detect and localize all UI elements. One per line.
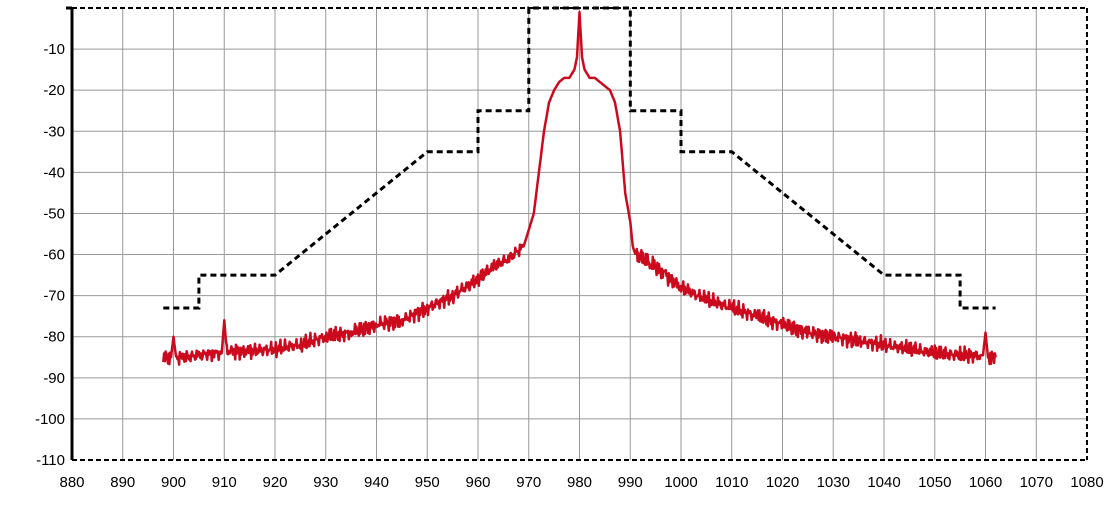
y-tick-label: -40 (43, 164, 65, 181)
x-tick-label: 960 (465, 474, 490, 491)
x-tick-label: 980 (567, 474, 592, 491)
grid (72, 8, 1087, 460)
x-tick-label: 1030 (817, 474, 850, 491)
y-tick-label: -60 (43, 247, 65, 264)
x-tick-label: 1080 (1070, 474, 1103, 491)
y-tick-label: -70 (43, 288, 65, 305)
tick-labels: 880 890 900 910 920 930 940 950 960 970 980 990 1000… (35, 41, 1104, 491)
y-tick-label: -20 (43, 82, 65, 99)
mask-line (163, 6, 996, 310)
x-tick-label: 1060 (969, 474, 1002, 491)
y-tick-label: -110 (36, 452, 65, 469)
plot-frame (66, 6, 1088, 461)
x-tick-label: 1010 (715, 474, 748, 491)
x-tick-label: 910 (212, 474, 237, 491)
x-tick-label: 880 (59, 474, 84, 491)
y-tick-label: -90 (43, 370, 65, 387)
y-tick-label: -10 (43, 41, 65, 58)
x-tick-label: 1050 (918, 474, 951, 491)
y-tick-label: -30 (43, 123, 65, 140)
x-tick-label: 920 (262, 474, 287, 491)
y-tick-label: -100 (35, 411, 65, 428)
x-tick-label: 900 (161, 474, 186, 491)
x-tick-label: 940 (364, 474, 389, 491)
spectrum-line (162, 10, 997, 366)
x-tick-label: 970 (516, 474, 541, 491)
x-tick-label: 1020 (766, 474, 799, 491)
series (162, 6, 997, 366)
x-tick-label: 1040 (867, 474, 900, 491)
x-tick-label: 930 (313, 474, 338, 491)
x-tick-label: 990 (618, 474, 643, 491)
x-tick-label: 890 (110, 474, 135, 491)
x-tick-label: 1070 (1020, 474, 1053, 491)
y-tick-label: -80 (43, 329, 65, 346)
x-tick-label: 1000 (664, 474, 697, 491)
y-tick-label: -50 (43, 205, 65, 222)
x-tick-label: 950 (415, 474, 440, 491)
